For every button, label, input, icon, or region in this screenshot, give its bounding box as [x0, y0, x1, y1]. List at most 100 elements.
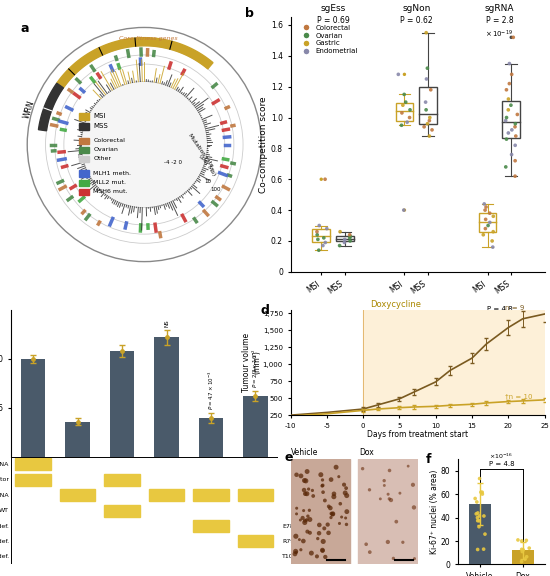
Point	[313, 230, 322, 240]
Text: NS: NS	[164, 319, 169, 327]
Bar	[336, 236, 354, 241]
Bar	[193, 520, 229, 532]
Point	[290, 550, 299, 559]
Point	[300, 518, 309, 527]
Point	[329, 492, 338, 501]
Point	[365, 485, 374, 494]
Bar	[60, 489, 95, 501]
Point	[508, 125, 516, 134]
Bar	[512, 551, 534, 564]
Bar	[60, 505, 95, 517]
Point	[475, 474, 484, 483]
Point	[384, 490, 393, 499]
Point	[480, 511, 488, 521]
Text: f: f	[425, 453, 431, 466]
Bar	[238, 489, 273, 501]
Bar	[60, 536, 95, 547]
Bar	[193, 505, 229, 517]
Point	[409, 480, 417, 490]
Bar	[79, 138, 89, 144]
Point	[322, 224, 331, 233]
Point	[340, 480, 349, 489]
Point	[321, 238, 329, 247]
Bar	[363, 310, 544, 415]
Text: $\times10^{-16}$: $\times10^{-16}$	[490, 452, 513, 461]
Point	[342, 491, 351, 500]
Point	[301, 489, 310, 498]
Point	[292, 548, 300, 557]
Point	[511, 119, 520, 128]
Point	[426, 85, 435, 94]
Point	[335, 519, 344, 528]
Point	[474, 516, 482, 525]
Point	[362, 540, 371, 549]
Bar	[110, 351, 134, 457]
Text: MSI: MSI	[94, 113, 106, 119]
Text: Dox: Dox	[359, 448, 373, 457]
Text: $\times\,10^{-19}$: $\times\,10^{-19}$	[486, 29, 513, 40]
Point	[292, 503, 301, 513]
Bar	[243, 396, 268, 457]
Point	[478, 488, 487, 497]
Bar	[15, 489, 51, 501]
Point	[423, 119, 432, 128]
Point	[345, 230, 354, 240]
Point	[316, 470, 325, 479]
Bar	[419, 87, 437, 124]
Bar	[290, 459, 350, 564]
Point	[507, 33, 516, 42]
Text: MSH6 mut.: MSH6 mut.	[94, 189, 128, 194]
Point	[345, 233, 354, 242]
Text: (per Mb): (per Mb)	[198, 153, 217, 177]
Point	[488, 236, 497, 245]
Point	[422, 28, 431, 37]
Point	[488, 242, 497, 252]
Bar	[60, 458, 95, 471]
Point	[300, 486, 309, 495]
Point	[502, 113, 511, 122]
Bar	[479, 213, 496, 232]
Point	[73, 417, 82, 426]
Point	[481, 529, 490, 539]
Bar	[104, 474, 140, 486]
Point	[342, 520, 351, 529]
Point	[475, 516, 483, 525]
Point	[299, 536, 308, 545]
Bar	[15, 474, 51, 486]
Point	[511, 141, 520, 150]
Point	[475, 511, 484, 521]
Text: WRN sgRNA: WRN sgRNA	[0, 492, 9, 498]
Bar	[148, 536, 184, 547]
Point	[300, 516, 309, 525]
Point	[321, 496, 329, 505]
Point	[507, 150, 516, 159]
Text: $P=2.3\times10^{-2}$: $P=2.3\times10^{-2}$	[251, 348, 260, 388]
Text: MLH1 meth.: MLH1 meth.	[94, 170, 131, 176]
Point	[481, 224, 490, 233]
Point	[307, 548, 316, 558]
Point	[475, 522, 483, 531]
Point	[315, 520, 324, 529]
Point	[481, 206, 490, 215]
Point	[387, 495, 395, 505]
Bar	[193, 474, 229, 486]
Point	[509, 33, 518, 42]
Bar	[238, 551, 273, 563]
Text: b: b	[245, 7, 254, 20]
Bar	[359, 459, 417, 564]
Bar	[193, 536, 229, 547]
Point	[340, 238, 349, 247]
Point	[318, 241, 327, 250]
Point	[346, 236, 355, 245]
Text: E78A: E78A	[282, 524, 298, 529]
Bar	[395, 103, 413, 121]
Point	[525, 544, 533, 553]
Point	[403, 118, 411, 127]
Point	[318, 488, 327, 497]
Point	[301, 476, 310, 486]
Point	[425, 113, 434, 122]
Point	[481, 215, 490, 224]
Bar	[238, 520, 273, 532]
Point	[422, 105, 431, 115]
Point	[303, 527, 312, 536]
